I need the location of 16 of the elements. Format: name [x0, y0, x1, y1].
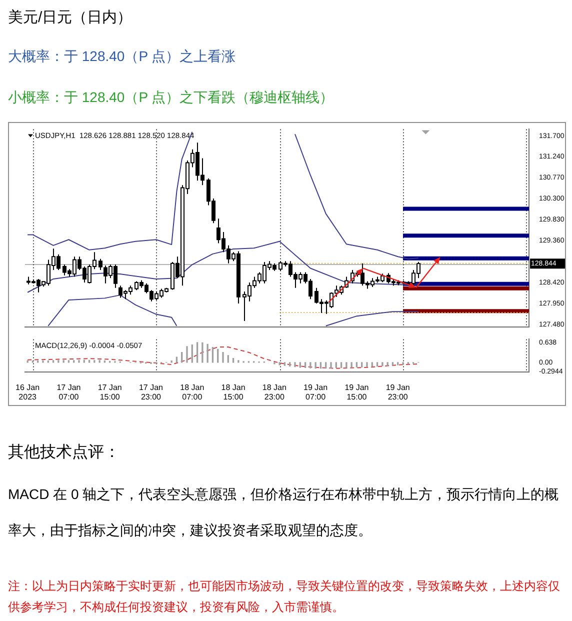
x-tick-label: 16 Jan 2023: [16, 382, 40, 402]
x-tick-label: 19 Jan 07:00: [304, 382, 328, 402]
x-tick-label: 17 Jan 15:00: [98, 382, 122, 402]
x-tick-label: 18 Jan 15:00: [221, 382, 246, 402]
x-tick-label: 19 Jan 23:00: [386, 382, 410, 402]
text: 其他技术点评：: [8, 442, 120, 463]
x-tick-label: 18 Jan 23:00: [262, 382, 286, 402]
x-tick-label: 17 Jan 07:00: [56, 382, 81, 402]
text: 注：以上为日内策略于实时更新，也可能因市场波动，导致关键位置的改变，导致策略失效，上述内容仅供参考学习，不构成任何投资建议，投资有风险，入市需谨慎。: [8, 578, 561, 616]
x-tick-label: 18 Jan 07:00: [180, 382, 204, 402]
chart-title: 美元/日元（日内）: [8, 8, 132, 27]
chart-subtitle: 大概率：于 128.40（P 点）之上看涨: [8, 48, 236, 66]
text: MACD 在 0 轴之下，代表空头意愿强，但价格运行在布林带中轨上方，预示行情向上的概率大，由于指标之间的冲突，建议投资者采取观望的态度。: [8, 486, 559, 538]
x-tick-label: 19 Jan 15:00: [344, 382, 369, 402]
x-tick-label: 17 Jan 23:00: [138, 382, 164, 402]
text: 小概率：于 128.40（P 点）之下看跌（穆迪枢轴线）: [8, 89, 334, 107]
